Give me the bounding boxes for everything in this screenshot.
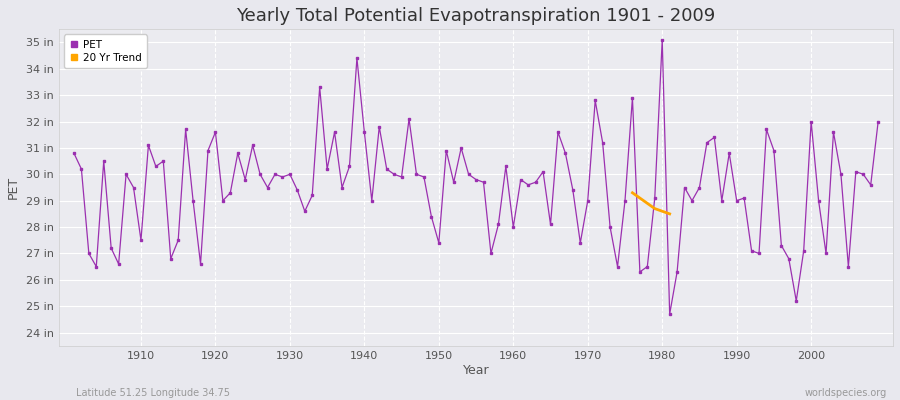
Text: Latitude 51.25 Longitude 34.75: Latitude 51.25 Longitude 34.75 bbox=[76, 388, 230, 398]
Legend: PET, 20 Yr Trend: PET, 20 Yr Trend bbox=[64, 34, 147, 68]
Text: worldspecies.org: worldspecies.org bbox=[805, 388, 886, 398]
Y-axis label: PET: PET bbox=[7, 176, 20, 199]
Title: Yearly Total Potential Evapotranspiration 1901 - 2009: Yearly Total Potential Evapotranspiratio… bbox=[237, 7, 716, 25]
X-axis label: Year: Year bbox=[463, 364, 490, 377]
